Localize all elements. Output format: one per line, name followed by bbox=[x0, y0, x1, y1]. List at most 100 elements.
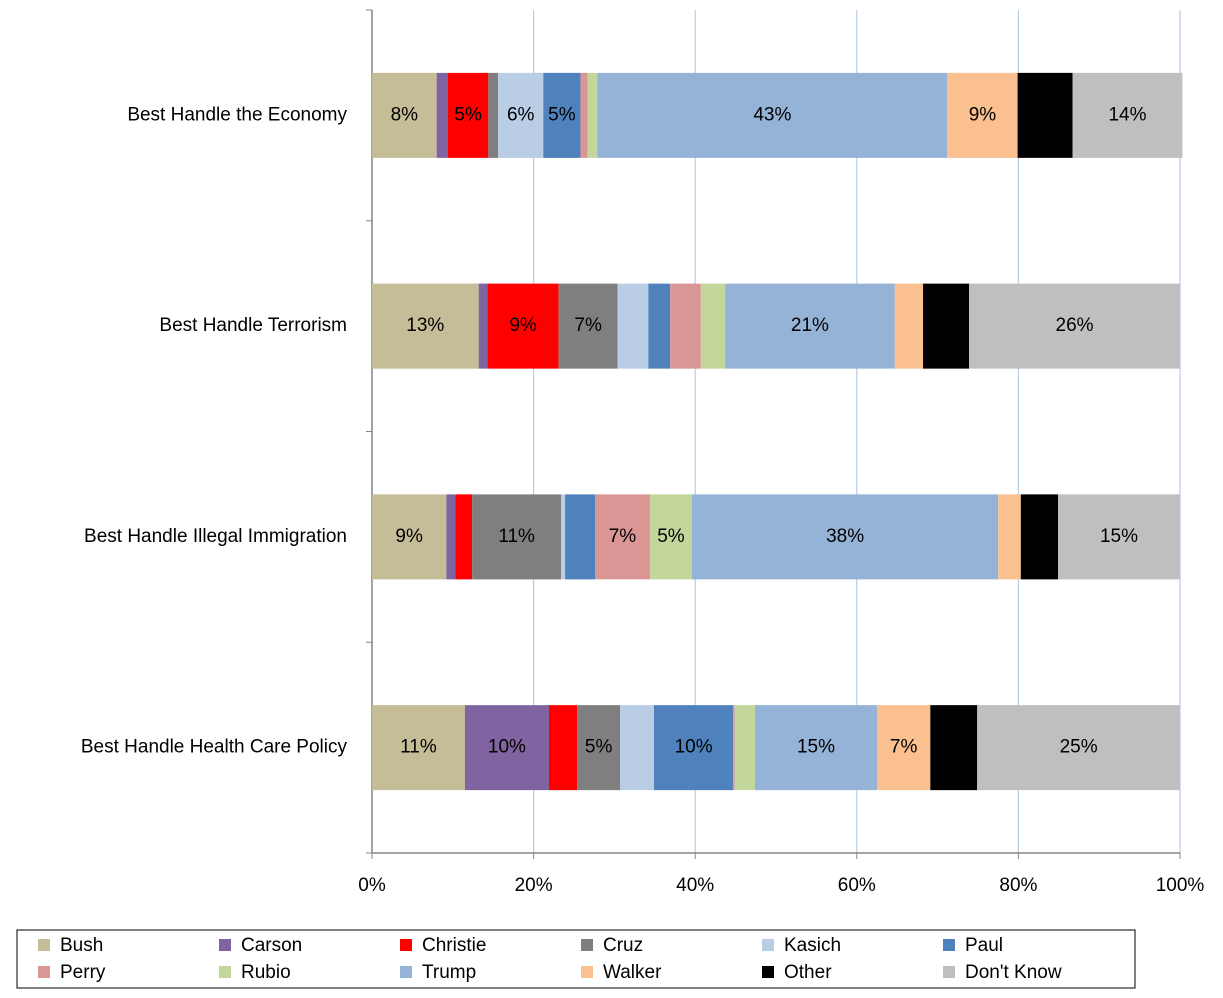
bar-segment bbox=[998, 494, 1021, 580]
legend-swatch bbox=[943, 966, 955, 978]
bar-segment bbox=[488, 72, 499, 158]
legend-swatch bbox=[762, 966, 774, 978]
data-label: 5% bbox=[548, 104, 576, 125]
legend-swatch bbox=[400, 939, 412, 951]
legend-swatch bbox=[943, 939, 955, 951]
bar-segment bbox=[472, 494, 562, 580]
bar-segment bbox=[977, 705, 1180, 791]
data-label: 14% bbox=[1108, 104, 1146, 125]
bar-segment bbox=[930, 705, 978, 791]
data-label: 13% bbox=[406, 315, 444, 336]
bar-segment bbox=[894, 283, 924, 369]
bar-segment bbox=[548, 705, 578, 791]
y-tick-label: Best Handle Illegal Immigration bbox=[84, 526, 347, 547]
bar-segment bbox=[725, 283, 895, 369]
data-label: 5% bbox=[454, 104, 482, 125]
legend-label: Trump bbox=[422, 962, 476, 983]
bar-segment bbox=[923, 283, 970, 369]
bar-segment bbox=[558, 283, 618, 369]
x-tick-label: 40% bbox=[676, 875, 714, 896]
legend-label: Paul bbox=[965, 935, 1003, 956]
legend-label: Bush bbox=[60, 935, 103, 956]
legend-label: Cruz bbox=[603, 935, 643, 956]
legend-swatch bbox=[219, 939, 231, 951]
bar-segment bbox=[455, 494, 473, 580]
bar-segment bbox=[464, 705, 549, 791]
bar-segment bbox=[372, 494, 447, 580]
bar-segment bbox=[617, 283, 649, 369]
bar-segment bbox=[561, 494, 566, 580]
bar-segment bbox=[670, 283, 701, 369]
data-label: 5% bbox=[657, 526, 685, 547]
bar-segment bbox=[595, 494, 650, 580]
bar-segment bbox=[498, 72, 544, 158]
bar-segment bbox=[478, 283, 488, 369]
bar-segment bbox=[754, 705, 877, 791]
bar-segment bbox=[648, 283, 671, 369]
data-label: 43% bbox=[753, 104, 791, 125]
bar-segment bbox=[372, 705, 465, 791]
data-label: 9% bbox=[509, 315, 537, 336]
bar-segment bbox=[1017, 72, 1073, 158]
bar-segment bbox=[700, 283, 726, 369]
bar-segment bbox=[734, 705, 755, 791]
bar-segment bbox=[969, 283, 1180, 369]
data-label: 21% bbox=[791, 315, 829, 336]
bar-segment bbox=[733, 705, 735, 791]
legend-label: Rubio bbox=[241, 962, 291, 983]
data-label: 10% bbox=[675, 737, 713, 758]
bar-segment bbox=[620, 705, 654, 791]
legend-label: Other bbox=[784, 962, 832, 983]
y-tick-label: Best Handle the Economy bbox=[127, 104, 347, 125]
data-label: 11% bbox=[400, 737, 437, 758]
legend-swatch bbox=[219, 966, 231, 978]
bar-segment bbox=[1072, 72, 1183, 158]
bar-segment bbox=[372, 283, 479, 369]
bar-segment bbox=[580, 72, 588, 158]
legend-swatch bbox=[581, 966, 593, 978]
bar-segment bbox=[447, 72, 489, 158]
bar-segment bbox=[597, 72, 948, 158]
x-tick-label: 80% bbox=[999, 875, 1037, 896]
legend-label: Perry bbox=[60, 962, 106, 983]
data-label: 7% bbox=[890, 737, 918, 758]
data-label: 15% bbox=[1100, 526, 1138, 547]
data-label: 38% bbox=[826, 526, 864, 547]
data-label: 10% bbox=[488, 737, 526, 758]
legend-label: Kasich bbox=[784, 935, 841, 956]
bar-segment bbox=[649, 494, 692, 580]
x-tick-label: 60% bbox=[838, 875, 876, 896]
legend-swatch bbox=[400, 966, 412, 978]
legend-swatch bbox=[762, 939, 774, 951]
bar-segment bbox=[565, 494, 596, 580]
data-label: 7% bbox=[609, 526, 637, 547]
data-label: 7% bbox=[574, 315, 602, 336]
x-tick-label: 100% bbox=[1156, 875, 1205, 896]
bar-segment bbox=[1057, 494, 1180, 580]
data-label: 5% bbox=[585, 737, 613, 758]
data-label: 26% bbox=[1056, 315, 1094, 336]
bar-segment bbox=[947, 72, 1018, 158]
data-label: 25% bbox=[1060, 737, 1098, 758]
legend-swatch bbox=[581, 939, 593, 951]
x-tick-label: 20% bbox=[515, 875, 553, 896]
bar-segment bbox=[436, 72, 448, 158]
bar-segment bbox=[653, 705, 734, 791]
x-tick-label: 0% bbox=[358, 875, 386, 896]
legend-label: Don't Know bbox=[965, 962, 1062, 983]
bar-segment bbox=[1020, 494, 1058, 580]
legend-label: Walker bbox=[603, 962, 662, 983]
bar-segment bbox=[543, 72, 581, 158]
data-label: 6% bbox=[507, 104, 535, 125]
data-label: 9% bbox=[395, 526, 423, 547]
y-tick-label: Best Handle Health Care Policy bbox=[81, 737, 348, 758]
legend-label: Christie bbox=[422, 935, 486, 956]
legend-swatch bbox=[38, 939, 50, 951]
data-label: 8% bbox=[391, 104, 419, 125]
data-label: 11% bbox=[498, 526, 535, 547]
bar-segment bbox=[487, 283, 559, 369]
legend-swatch bbox=[38, 966, 50, 978]
y-tick-label: Best Handle Terrorism bbox=[159, 315, 347, 336]
bar-segment bbox=[446, 494, 456, 580]
